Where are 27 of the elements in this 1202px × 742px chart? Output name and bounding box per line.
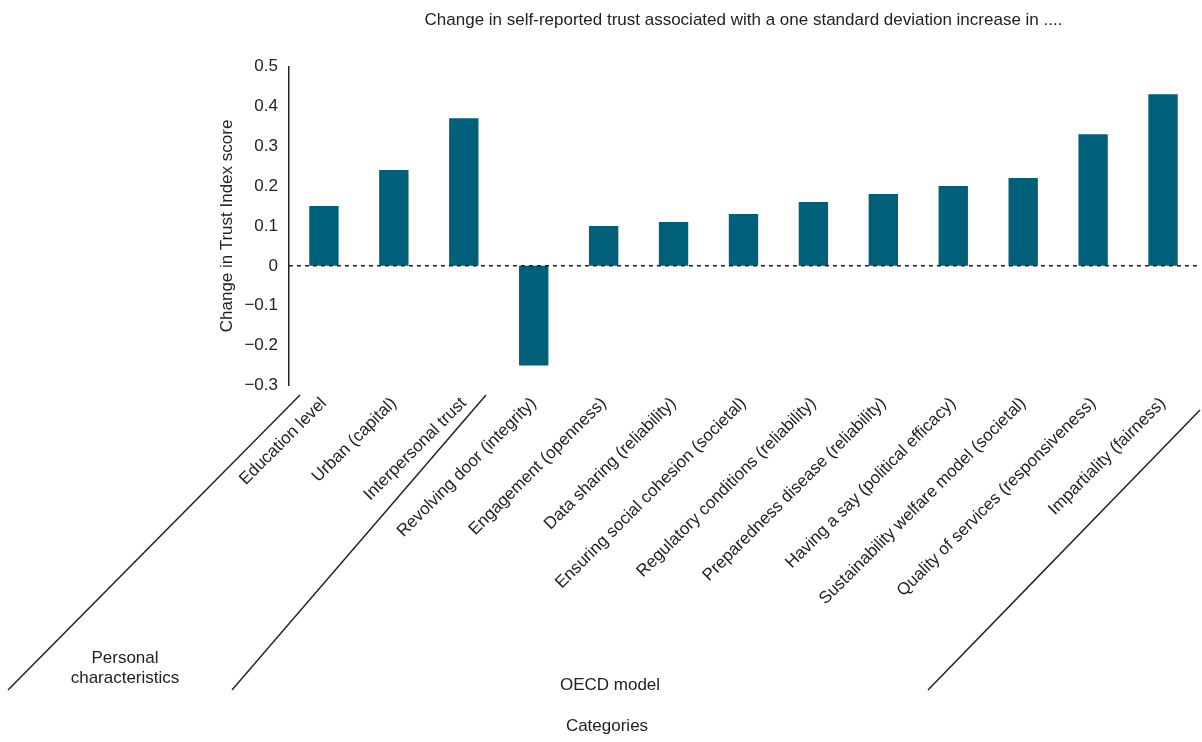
y-tick-label: 0.2 — [254, 175, 278, 195]
bar — [868, 194, 899, 266]
chart-title: Change in self-reported trust associated with a one standard deviation increase in .... — [424, 9, 1063, 29]
y-tick-label: −0.2 — [244, 335, 278, 355]
bar — [728, 213, 759, 266]
bar — [1148, 94, 1178, 266]
bar — [519, 265, 549, 366]
y-tick-label: −0.3 — [244, 375, 278, 395]
bar — [309, 205, 339, 266]
y-tick-label: 0 — [268, 255, 278, 275]
text: OECD model — [558, 675, 662, 695]
y-tick-label: 0.1 — [254, 215, 278, 235]
bar — [658, 221, 689, 266]
y-axis-title: Change in Trust Index score — [216, 119, 236, 333]
y-tick-label: 0.4 — [254, 95, 278, 115]
y-tick-label: 0.5 — [254, 56, 278, 76]
bar — [1008, 178, 1038, 266]
bar — [449, 118, 479, 266]
bar — [588, 225, 619, 266]
y-tick-label: 0.3 — [254, 135, 278, 155]
y-tick-label: −0.1 — [244, 295, 278, 315]
bar — [1078, 134, 1108, 266]
bar — [798, 202, 829, 266]
bar — [379, 170, 409, 266]
text: Personal characteristics — [69, 648, 181, 688]
bar — [938, 186, 968, 266]
text: Categories — [564, 716, 650, 736]
